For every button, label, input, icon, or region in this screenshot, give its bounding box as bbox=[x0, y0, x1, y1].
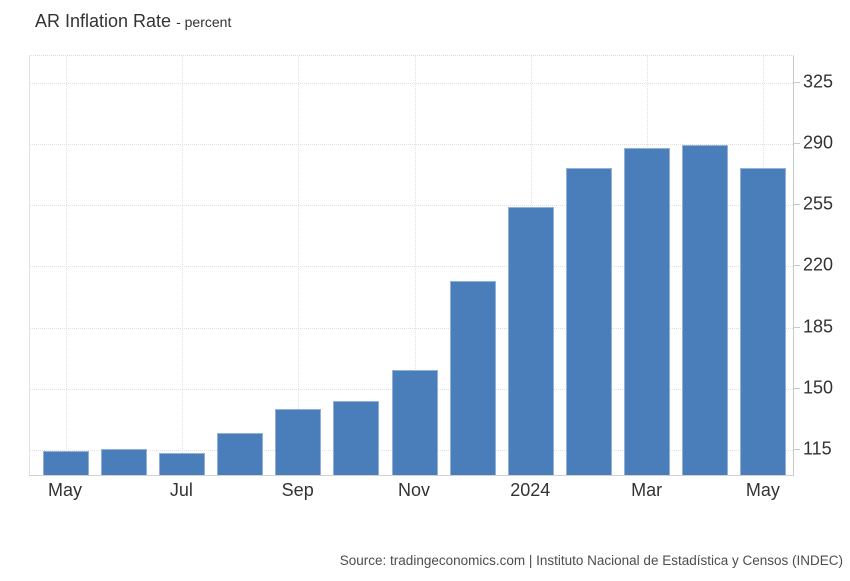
x-axis-labels: May Jul Sep Nov 2024 Mar May bbox=[36, 480, 792, 504]
gridline-y-255 bbox=[30, 205, 793, 207]
x-axis-label-may: May bbox=[48, 480, 83, 500]
bar-may-2023[interactable] bbox=[43, 451, 90, 475]
bar-slot bbox=[269, 56, 327, 475]
y-axis-label-255: 255 bbox=[803, 193, 834, 214]
bar-jan-2024[interactable] bbox=[507, 206, 554, 475]
gridline-y-325 bbox=[30, 83, 793, 85]
y-tick-220 bbox=[793, 265, 800, 267]
y-axis-label-150: 150 bbox=[803, 377, 834, 398]
y-axis-labels: 115 150 185 220 255 290 325 bbox=[803, 55, 848, 474]
bar-apr-2024[interactable] bbox=[681, 145, 728, 475]
bar-slot bbox=[153, 56, 211, 475]
y-tick-115 bbox=[793, 448, 800, 450]
bar-jun-2023[interactable] bbox=[101, 448, 148, 475]
chart-title: AR Inflation Rate - percent bbox=[35, 11, 231, 32]
y-axis-label-290: 290 bbox=[803, 132, 834, 153]
gridline-x-may bbox=[66, 56, 68, 475]
y-axis-label-115: 115 bbox=[803, 438, 832, 459]
bar-slot bbox=[676, 56, 734, 475]
x-axis-label-may: May bbox=[745, 480, 780, 500]
bar-sep-2023[interactable] bbox=[275, 409, 322, 475]
gridline-x-jul bbox=[182, 56, 184, 475]
chart-unit-label: - percent bbox=[176, 14, 232, 30]
plot-area bbox=[29, 55, 794, 476]
y-tick-255 bbox=[793, 204, 800, 206]
y-tick-150 bbox=[793, 387, 800, 389]
x-axis-label-nov: Nov bbox=[397, 480, 431, 500]
gridline-x-nov bbox=[414, 56, 416, 475]
x-axis-label-sep: Sep bbox=[281, 480, 314, 500]
y-tick-185 bbox=[793, 326, 800, 328]
bar-slot bbox=[37, 56, 95, 475]
bar-slot bbox=[560, 56, 618, 475]
y-axis-label-220: 220 bbox=[803, 254, 834, 275]
x-axis-label-mar: Mar bbox=[631, 480, 663, 500]
gridline-y-185 bbox=[30, 327, 793, 329]
bar-slot bbox=[95, 56, 153, 475]
bar-oct-2023[interactable] bbox=[333, 401, 380, 475]
bar-series bbox=[37, 56, 792, 475]
bar-slot bbox=[502, 56, 560, 475]
bar-mar-2024[interactable] bbox=[623, 147, 670, 475]
bar-slot bbox=[444, 56, 502, 475]
bar-may-2024[interactable] bbox=[739, 167, 786, 475]
x-axis-label-jul: Jul bbox=[169, 480, 193, 500]
bar-slot bbox=[211, 56, 269, 475]
y-tick-325 bbox=[793, 82, 800, 84]
bar-jul-2023[interactable] bbox=[159, 452, 206, 475]
bar-slot bbox=[385, 56, 443, 475]
bar-feb-2024[interactable] bbox=[565, 168, 612, 475]
bar-slot bbox=[327, 56, 385, 475]
gridline-y-220 bbox=[30, 266, 793, 268]
x-axis-label-2024: 2024 bbox=[510, 480, 551, 500]
bar-slot bbox=[734, 56, 792, 475]
y-axis-label-325: 325 bbox=[803, 71, 834, 92]
y-axis-label-185: 185 bbox=[803, 316, 834, 336]
gridline-x-sep bbox=[298, 56, 300, 475]
source-note: Source: tradingeconomics.com | Instituto… bbox=[339, 553, 843, 568]
y-axis-ticks bbox=[793, 55, 801, 474]
gridline-y-290 bbox=[30, 144, 793, 146]
chart-title-text: AR Inflation Rate bbox=[35, 11, 172, 31]
y-tick-290 bbox=[793, 143, 800, 145]
bar-aug-2023[interactable] bbox=[217, 433, 264, 475]
bar-dec-2023[interactable] bbox=[449, 281, 496, 475]
bar-slot bbox=[618, 56, 676, 475]
bar-nov-2023[interactable] bbox=[391, 369, 438, 475]
